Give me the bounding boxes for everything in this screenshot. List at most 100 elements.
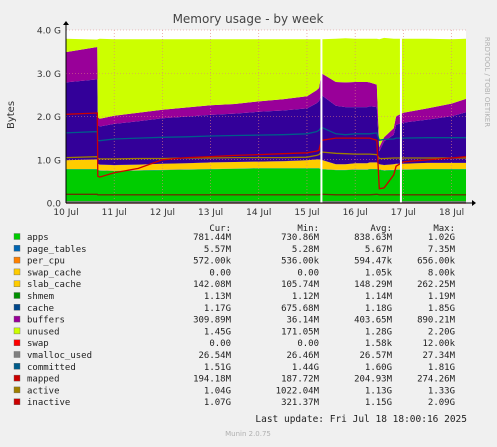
legend-value-cur: 1.07G — [204, 398, 231, 408]
legend-label-active: active — [27, 386, 60, 396]
legend-value-min: 321.37M — [281, 398, 320, 408]
legend-label-cache: cache — [27, 304, 54, 314]
area-slab-cache — [66, 159, 466, 171]
legend-swatch-mapped — [13, 374, 21, 382]
area-unused — [66, 37, 466, 148]
legend-label-per-cpu: per_cpu — [27, 257, 65, 267]
legend-value-cur: 572.00k — [193, 257, 232, 267]
line-committed — [65, 126, 466, 142]
legend-value-avg: 1.05k — [365, 268, 393, 278]
legend-value-max: 1.81G — [428, 363, 455, 373]
legend-label-swap: swap — [27, 339, 49, 349]
legend-label-mapped: mapped — [27, 375, 60, 385]
x-tick-label: 12 Jul — [150, 208, 175, 218]
legend-value-avg: 1.60G — [365, 363, 392, 373]
legend-label-buffers: buffers — [27, 316, 65, 326]
legend-label-page-tables: page_tables — [27, 245, 87, 255]
legend-swatch-unused — [13, 327, 21, 335]
munin-version-footer: Munin 2.0.75 — [225, 430, 271, 438]
legend-label-slab-cache: slab_cache — [27, 280, 81, 290]
legend-value-avg: 838.63M — [354, 233, 393, 243]
legend-value-max: 1.02G — [428, 233, 455, 243]
legend-value-max: 7.35M — [428, 245, 456, 255]
legend-value-cur: 309.89M — [193, 316, 232, 326]
legend-swatch-apps — [13, 233, 21, 240]
legend-swatch-page-tables — [13, 245, 21, 252]
legend-value-min: 105.74M — [281, 280, 320, 290]
y-tick-label: 1.0 G — [37, 156, 61, 166]
y-tick-label: 4.0 G — [37, 27, 61, 37]
legend-value-avg: 403.65M — [354, 316, 393, 326]
x-tick-label: 13 Jul — [198, 208, 223, 218]
legend-label-swap-cache: swap_cache — [27, 268, 81, 278]
legend-value-min: 0.00 — [297, 268, 319, 278]
legend-value-min: 1.44G — [292, 363, 319, 373]
legend-value-avg: 204.93M — [354, 375, 393, 385]
legend-value-avg: 1.13G — [365, 386, 392, 396]
chart-title: Memory usage - by week — [173, 12, 324, 26]
legend-value-max: 2.09G — [428, 398, 455, 408]
legend-value-cur: 5.57M — [204, 245, 232, 255]
legend-value-max: 274.26M — [417, 375, 456, 385]
legend-value-min: 171.05M — [281, 327, 320, 337]
y-axis-label: Bytes — [6, 101, 17, 129]
y-tick-label: 3.0 G — [37, 70, 61, 80]
legend-value-min: 36.14M — [286, 316, 319, 326]
legend-label-vmalloc-used: vmalloc_used — [27, 351, 92, 361]
legend-swatch-committed — [13, 363, 21, 370]
legend-value-avg: 5.67M — [365, 245, 393, 255]
legend-value-max: 2.20G — [428, 327, 455, 337]
legend-value-cur: 194.18M — [193, 375, 232, 385]
x-tick-label: 18 Jul — [439, 208, 464, 218]
legend-value-max: 27.34M — [422, 351, 455, 361]
legend-value-cur: 1.13M — [204, 292, 232, 302]
legend-value-min: 5.28M — [292, 245, 320, 255]
legend-swatch-swap-cache — [13, 268, 21, 276]
legend-value-cur: 1.45G — [204, 327, 231, 337]
line-inactive — [65, 112, 467, 190]
x-tick-label: 14 Jul — [246, 208, 271, 218]
line-mapped — [66, 193, 466, 196]
legend-value-min: 730.86M — [281, 233, 320, 243]
legend-value-min: 675.68M — [281, 304, 320, 314]
legend-value-avg: 26.57M — [359, 351, 392, 361]
legend-value-avg: 1.58k — [365, 339, 393, 349]
legend-label-inactive: inactive — [27, 398, 70, 408]
legend-value-min: 187.72M — [281, 375, 320, 385]
legend-header: Avg: — [370, 224, 392, 234]
legend-swatch-slab-cache — [13, 280, 21, 287]
legend-value-cur: 1.04G — [204, 386, 231, 396]
legend-value-min: 536.00k — [281, 257, 320, 267]
legend-value-avg: 594.47k — [354, 257, 393, 267]
area-page-tables — [66, 168, 466, 171]
legend-swatch-swap — [13, 339, 21, 346]
x-tick-label: 10 Jul — [53, 208, 78, 218]
x-tick-label: 15 Jul — [294, 208, 319, 218]
x-tick-label: 16 Jul — [343, 208, 368, 218]
legend-swatch-active — [13, 386, 21, 394]
legend-swatch-buffers — [13, 315, 21, 323]
area-apps — [66, 168, 466, 203]
legend-value-avg: 1.15G — [365, 398, 392, 408]
legend-value-max: 1.19M — [428, 292, 456, 302]
legend-label-unused: unused — [27, 327, 60, 337]
legend-value-max: 262.25M — [417, 280, 456, 290]
area-cache — [66, 79, 466, 165]
legend-value-avg: 1.18G — [365, 304, 392, 314]
last-update-text: Last update: Fri Jul 18 18:00:16 2025 — [255, 414, 467, 425]
y-axis-arrow — [63, 21, 69, 25]
legend-value-max: 890.21M — [417, 316, 456, 326]
legend-value-avg: 1.14M — [365, 292, 393, 302]
y-tick-label: 2.0 G — [37, 113, 61, 123]
legend-value-min: 1022.04M — [276, 386, 320, 396]
legend-value-max: 1.33G — [428, 386, 455, 396]
legend-header: Max: — [433, 224, 455, 234]
legend-header: Min: — [297, 224, 319, 234]
legend-value-max: 8.00k — [428, 268, 456, 278]
legend-swatch-inactive — [13, 398, 21, 405]
legend-swatch-per-cpu — [13, 256, 21, 264]
legend-value-avg: 1.28G — [365, 327, 392, 337]
legend-label-apps: apps — [27, 233, 49, 243]
legend-label-committed: committed — [27, 363, 76, 373]
